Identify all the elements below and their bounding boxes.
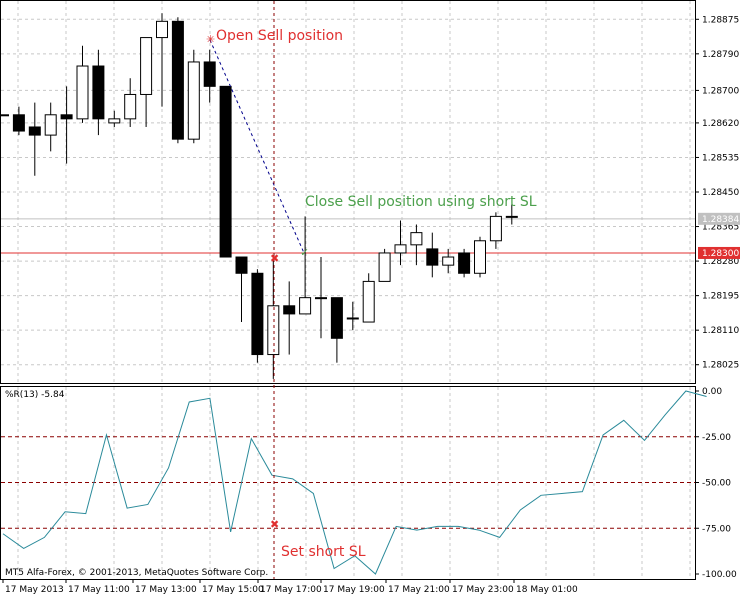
candle-bearish [458,252,471,274]
annotation-close-sell: Close Sell position using short SL [305,194,537,210]
price-tick-label: 1.28535 [702,153,739,163]
candles [0,13,518,379]
price-tick-label: 1.28620 [702,119,739,129]
candle-bullish [156,20,168,39]
trade-path-line [209,39,305,254]
candle-bullish [124,93,137,120]
candle-bullish [267,305,280,356]
open-sell-marker: ✳ [206,33,215,46]
price-tick-label: 1.28450 [702,188,739,198]
candle-bearish [28,126,41,136]
trade-overlay: ✳ ✓ ✖ ✖ [206,1,309,579]
time-tick-label: 18 May 01:00 [516,585,578,595]
sl-price-marker: ✖ [270,252,279,265]
williams-r-polyline [2,390,707,575]
candle-bullish [394,244,407,254]
indicator-levels [1,436,695,529]
indicator-tick-label: -25.00 [702,433,731,443]
candle-bullish [505,215,518,218]
time-tick-label: 17 May 2013 [5,585,64,595]
candle-bearish [219,85,232,258]
price-tick-label: 1.28280 [702,257,739,267]
candle-bearish [235,256,248,274]
time-tick-label: 17 May 13:00 [135,585,197,595]
indicator-axis: 0.00 -25.00 -50.00 -75.00 -100.00 [695,387,737,580]
candle-bearish [92,65,105,120]
sl-level-badge [698,246,740,259]
williams-r-line [2,390,707,575]
close-sell-marker: ✓ [300,246,309,259]
candle-bullish [0,114,9,117]
time-tick-label: 17 May 23:00 [452,585,514,595]
current-price-label: 1.28384 [702,215,739,225]
candle-bullish [362,280,375,323]
candle-bearish [171,20,184,140]
candle-bullish [299,297,312,315]
candle-bullish [76,65,89,120]
annotation-set-sl: Set short SL [281,544,366,560]
candle-bearish [60,114,73,120]
indicator-tick-label: -75.00 [702,524,731,534]
sl-indicator-marker: ✖ [270,518,279,531]
time-axis: 17 May 2013 17 May 11:00 17 May 13:00 17 Ma… [2,579,578,595]
sl-level-label: 1.28300 [702,249,739,259]
price-tick-label: 1.28700 [702,86,739,96]
price-tick-label: 1.28790 [702,50,739,60]
candle-bullish [315,297,327,300]
price-tick-label: 1.28025 [702,361,739,371]
price-tick-label: 1.28365 [702,223,739,233]
candle-bullish [187,61,200,140]
time-tick-label: 17 May 21:00 [388,585,450,595]
candle-bullish [474,240,486,274]
candle-bearish [330,297,343,339]
current-price-badge [698,212,740,225]
candle-bullish [346,317,359,320]
annotation-open-sell: Open Sell position [216,28,343,44]
indicator-title: %R(13) -5.84 [5,390,65,400]
candle-bullish [108,118,121,124]
price-tick-label: 1.28110 [702,326,739,336]
indicator-tick-label: 0.00 [702,387,722,397]
candle-bullish [489,215,502,242]
candle-bullish [442,256,455,266]
time-tick-label: 17 May 11:00 [68,585,130,595]
candle-bearish [251,272,264,356]
candle-bullish [378,252,391,282]
price-tick-label: 1.28195 [702,292,739,302]
candle-bearish [203,61,216,87]
candle-bearish [426,248,439,266]
price-tick-label: 1.28875 [702,15,739,25]
indicator-tick-label: -50.00 [702,479,731,489]
candle-bullish [140,37,153,95]
candle-bearish [12,114,25,132]
time-tick-label: 17 May 15:00 [202,585,264,595]
candle-bearish [283,305,296,315]
time-tick-label: 17 May 17:00 [260,585,322,595]
candle-bullish [44,114,57,136]
copyright-text: MT5 Alfa-Forex, © 2001-2013, MetaQuotes … [5,568,268,578]
candle-bullish [410,232,423,246]
time-tick-label: 17 May 19:00 [323,585,385,595]
indicator-tick-label: -100.00 [702,570,737,580]
price-axis: 1.28875 1.28790 1.28700 1.28620 1.28535 1.284… [1,15,740,371]
